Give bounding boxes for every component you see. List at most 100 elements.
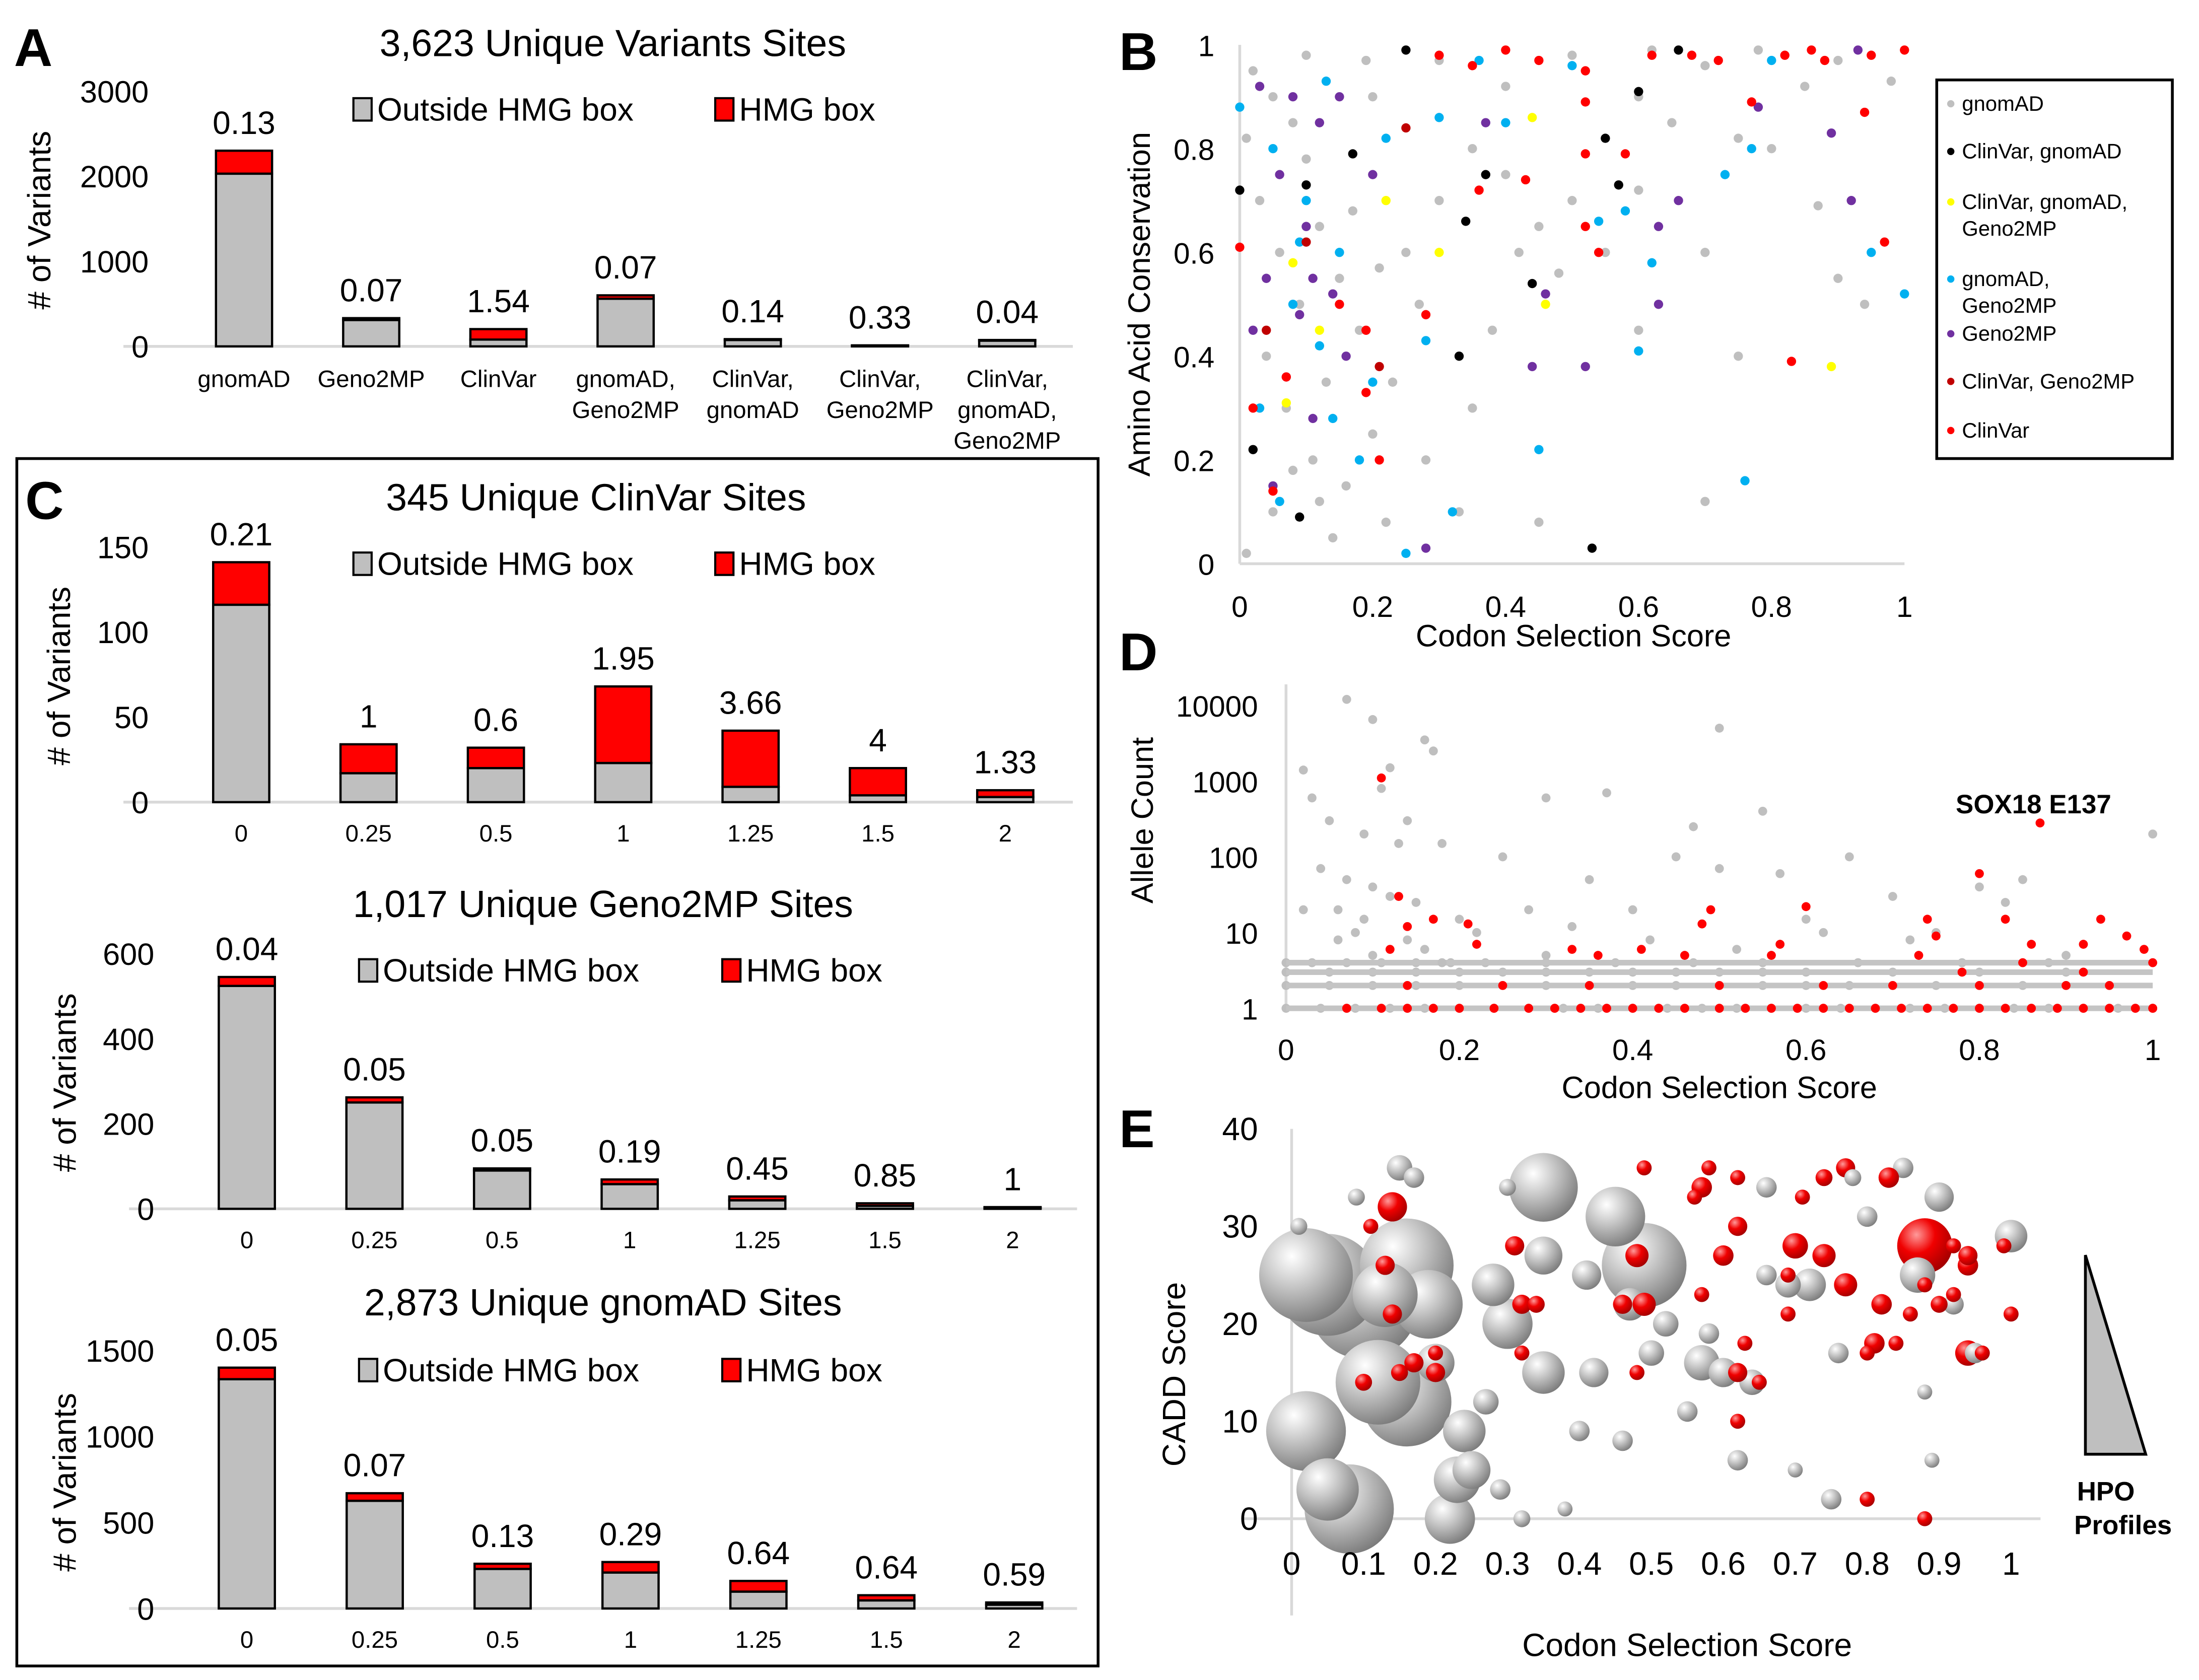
data-point xyxy=(1634,185,1643,195)
data-point xyxy=(1844,1004,1854,1013)
bar-segment-outside-hmg xyxy=(600,1183,659,1210)
bubble-gray xyxy=(1259,1228,1353,1322)
data-point xyxy=(1401,45,1411,55)
chart-title: 3,623 Unique Variants Sites xyxy=(380,22,846,64)
legend-label: HMG box xyxy=(746,952,882,989)
bubble-red xyxy=(1834,1273,1858,1297)
x-tick-label: 0.4 xyxy=(1557,1546,1602,1582)
hpo-size-triangle-icon xyxy=(2084,1254,2148,1456)
category-label: 0.5 xyxy=(486,1227,519,1253)
y-tick-label: 0 xyxy=(131,786,149,820)
data-point xyxy=(1567,50,1577,60)
category-label: 0.5 xyxy=(479,820,513,847)
data-point xyxy=(1601,248,1610,257)
bubble-red xyxy=(1613,1294,1632,1314)
data-point xyxy=(1420,945,1429,954)
data-point xyxy=(2079,1004,2088,1013)
legend-swatch xyxy=(352,551,373,576)
bubble-gray xyxy=(1893,1157,1913,1178)
y-tick-label: 20 xyxy=(1222,1306,1258,1342)
legend-marker xyxy=(1947,427,1955,435)
legend-label: Geno2MP xyxy=(1962,322,2056,345)
panel-c-frame xyxy=(15,457,1100,1667)
data-point xyxy=(1381,196,1391,205)
legend-swatch xyxy=(721,958,742,983)
data-point xyxy=(1361,388,1371,397)
scatter-chart-B: 0 0.2 0.4 0.6 0.8 1 0 0.2 0.4 0.6 0.8 1 Codon Select… xyxy=(1122,30,2174,653)
data-point xyxy=(1248,403,1258,413)
data-point xyxy=(1674,45,1683,55)
bubble-gray xyxy=(1522,1351,1565,1394)
y-tick-label: 0 xyxy=(137,1592,154,1626)
data-point xyxy=(1359,915,1369,924)
data-point xyxy=(1368,377,1378,387)
data-point xyxy=(1833,55,1843,65)
data-point xyxy=(1434,196,1444,205)
y-axis-label: Amino Acid Conservation xyxy=(1122,132,1156,476)
category-label: ClinVar, xyxy=(967,366,1048,393)
data-point xyxy=(1437,958,1447,967)
y-tick-label: 0 xyxy=(1198,549,1215,582)
data-point xyxy=(1580,362,1590,372)
category-label: 0.25 xyxy=(351,1227,397,1253)
data-point xyxy=(1654,222,1664,231)
data-point xyxy=(1700,248,1710,257)
x-tick-label: 0.2 xyxy=(1439,1034,1480,1067)
bubble-gray xyxy=(1844,1169,1862,1186)
bubble-red xyxy=(1632,1292,1656,1316)
data-point xyxy=(1587,543,1597,553)
x-tick-label: 0.8 xyxy=(1959,1034,2000,1067)
data-point xyxy=(1315,497,1325,506)
bar-segment-hmg xyxy=(976,789,1035,798)
data-point xyxy=(1298,765,1308,775)
bubble-red xyxy=(1974,1345,1990,1361)
data-point xyxy=(1689,822,1698,831)
data-point xyxy=(1375,362,1384,372)
data-point xyxy=(1315,341,1325,351)
data-point xyxy=(1585,981,1594,990)
y-tick-label: 1 xyxy=(1198,30,1215,62)
x-tick-label: 0.6 xyxy=(1785,1034,1826,1067)
bar-chart-C-geno2mp: 1,017 Unique Geno2MP Sites 0 200 400 600 # of… xyxy=(46,883,1077,1253)
data-point xyxy=(1288,92,1298,102)
data-point xyxy=(1697,919,1707,929)
data-point xyxy=(1434,113,1444,122)
data-point xyxy=(1375,263,1384,273)
ratio-label: 1 xyxy=(360,698,378,735)
data-point xyxy=(2001,915,2010,924)
data-point xyxy=(1421,310,1431,320)
category-label: 0 xyxy=(240,1227,253,1253)
legend-label: ClinVar xyxy=(1962,418,2029,442)
data-point xyxy=(1680,951,1689,960)
bar-segment-outside-hmg xyxy=(472,1169,531,1210)
bubble-red xyxy=(1512,1294,1532,1314)
data-point xyxy=(1414,300,1424,309)
bubble-red xyxy=(1625,1244,1649,1268)
data-point xyxy=(1268,507,1278,517)
data-point xyxy=(1481,118,1490,127)
data-point xyxy=(1714,1004,1724,1013)
data-point xyxy=(1975,882,1984,892)
bubble-red xyxy=(1629,1365,1645,1380)
ratio-label: 3.66 xyxy=(719,684,782,721)
y-tick-label: 600 xyxy=(103,937,154,971)
bubble-gray xyxy=(1857,1206,1878,1227)
data-point xyxy=(1594,248,1604,257)
data-point xyxy=(1421,543,1431,553)
bar-segment-outside-hmg xyxy=(729,1590,788,1610)
data-point xyxy=(1867,248,1876,257)
data-point xyxy=(1359,829,1369,839)
legend-label: HMG box xyxy=(746,1352,882,1388)
data-point xyxy=(1454,507,1464,517)
data-point xyxy=(2079,940,2088,949)
data-point xyxy=(1288,258,1298,268)
data-point xyxy=(2105,1004,2114,1013)
data-point xyxy=(1375,455,1384,465)
bubble-gray xyxy=(1524,1236,1563,1275)
bubble-gray xyxy=(1788,1462,1803,1478)
data-point xyxy=(1368,951,1378,960)
panel-label-a: A xyxy=(14,18,52,78)
data-point xyxy=(1820,55,1830,65)
data-point xyxy=(1775,869,1785,878)
data-point xyxy=(1468,144,1477,154)
